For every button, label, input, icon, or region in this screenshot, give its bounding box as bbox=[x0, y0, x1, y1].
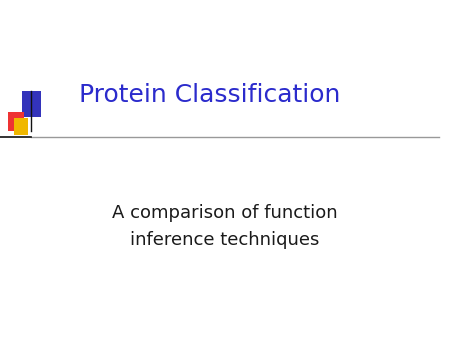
Bar bbox=[8, 112, 24, 131]
Bar bbox=[22, 91, 40, 117]
Text: Protein Classification: Protein Classification bbox=[79, 82, 340, 107]
Text: A comparison of function
inference techniques: A comparison of function inference techn… bbox=[112, 204, 338, 249]
Bar bbox=[14, 118, 28, 135]
